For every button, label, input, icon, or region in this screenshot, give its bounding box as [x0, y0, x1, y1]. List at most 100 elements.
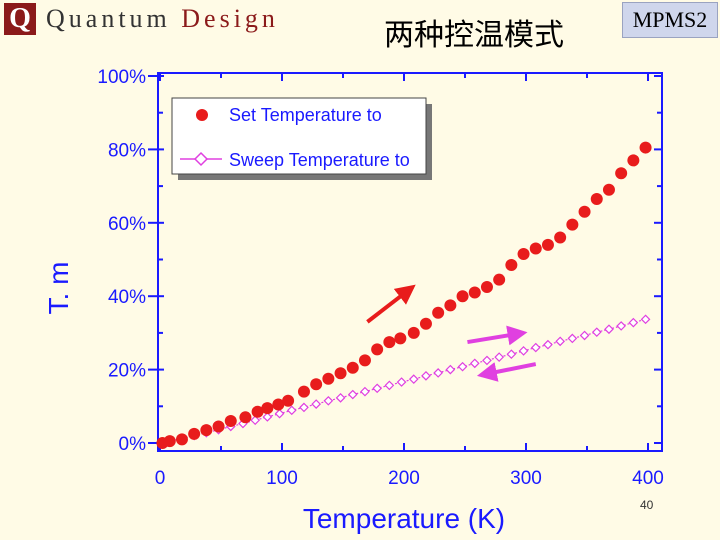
legend: Set Temperature to Sweep Temperature to [171, 97, 432, 180]
sweep-data-point [543, 339, 553, 350]
sweep-data-point [591, 327, 602, 338]
sweep-data-point [396, 377, 407, 387]
set-data-point [419, 317, 432, 330]
logo-word-quantum: Quantum [46, 4, 171, 33]
set-data-point [578, 205, 591, 218]
sweep-data-point [433, 368, 444, 378]
sweep-data-point [445, 364, 456, 375]
quantum-design-logo: Q Quantum Design [0, 0, 338, 38]
sweep-data-point [640, 314, 651, 325]
sweep-data-point [604, 324, 614, 335]
set-data-point [517, 247, 530, 260]
set-data-point [175, 433, 188, 446]
sweep-data-point [323, 395, 334, 406]
sweep-data-point [482, 355, 492, 366]
sweep-data-point [262, 412, 273, 422]
trend-arrow [476, 362, 537, 382]
tick-labels: 0 100 200 300 400 0% 20% 40% 60% 80% 100% [97, 67, 663, 489]
sweep-data-point [628, 317, 639, 328]
sweep-data-point [555, 336, 566, 347]
set-data-point [468, 286, 481, 299]
sweep-data-point [469, 358, 480, 369]
sweep-data-point [530, 342, 541, 353]
set-data-point [407, 326, 420, 339]
trend-arrows [366, 284, 537, 382]
sweep-data-point [286, 405, 297, 416]
set-data-point [505, 259, 518, 272]
set-data-point [200, 424, 213, 437]
y-tick-label: 0% [119, 434, 147, 455]
sweep-data-point [518, 346, 529, 356]
set-data-point [639, 141, 652, 154]
y-tick-label: 40% [108, 287, 146, 308]
set-data-point [529, 242, 542, 255]
set-data-point [615, 167, 628, 180]
set-data-point [371, 343, 384, 356]
sweep-data-point [494, 352, 505, 362]
set-data-point [590, 192, 603, 205]
legend-label-set: Set Temperature to [229, 105, 382, 125]
sweep-data-point [299, 402, 309, 413]
set-data-point [346, 361, 359, 374]
trend-arrow [366, 284, 416, 324]
set-data-point [627, 154, 640, 167]
set-data-point [322, 372, 335, 385]
page-number: 40 [640, 498, 654, 512]
set-data-point [212, 420, 225, 433]
sweep-data-point [372, 383, 383, 394]
sweep-data-point [250, 415, 261, 426]
set-data-point [554, 231, 567, 244]
set-data-point [251, 405, 264, 418]
x-tick-label: 400 [632, 468, 664, 489]
sweep-data-point [360, 386, 370, 397]
sweep-data-point [311, 399, 322, 409]
sweep-data-point [616, 321, 627, 331]
set-data-point [444, 299, 457, 312]
logo-text: Quantum Design [46, 4, 279, 34]
trend-arrow [467, 325, 528, 346]
slide-title: 两种控温模式 [384, 18, 564, 53]
y-tick-label: 80% [108, 140, 146, 161]
sweep-data-point [506, 349, 517, 360]
set-data-point [602, 183, 615, 196]
sweep-series [157, 314, 651, 448]
set-data-point [334, 367, 347, 380]
set-data-point [541, 238, 554, 251]
logo-word-design: Design [181, 4, 279, 33]
sweep-data-point [579, 330, 590, 341]
x-tick-label: 300 [510, 468, 542, 489]
sweep-data-point [567, 333, 578, 344]
legend-marker-set [196, 109, 208, 121]
sweep-data-point [457, 361, 468, 372]
set-series [156, 141, 652, 449]
y-tick-label: 20% [108, 361, 146, 382]
logo-mark: Q [4, 3, 36, 35]
set-data-point [224, 414, 237, 427]
sweep-data-point [384, 380, 395, 391]
x-tick-label: 100 [266, 468, 298, 489]
set-data-point [239, 411, 252, 424]
set-data-point [358, 354, 371, 367]
set-data-point [456, 290, 469, 303]
set-data-point [310, 378, 323, 391]
y-tick-label: 100% [97, 67, 146, 88]
set-data-point [163, 435, 176, 448]
x-tick-label: 200 [388, 468, 420, 489]
x-tick-label: 0 [155, 468, 166, 489]
legend-marker-sweep [193, 151, 209, 167]
set-data-point [261, 402, 274, 415]
legend-box [171, 97, 427, 175]
set-data-point [493, 273, 506, 286]
y-tick-label: 60% [108, 214, 146, 235]
x-axis-title: Temperature (K) [303, 503, 505, 534]
set-data-point [432, 306, 445, 319]
sweep-data-point [408, 374, 419, 384]
model-badge: MPMS2 [622, 2, 718, 38]
legend-label-sweep: Sweep Temperature to [229, 150, 410, 170]
y-axis-title: T. m [43, 262, 74, 315]
sweep-data-point [421, 370, 431, 381]
set-data-point [282, 394, 295, 407]
set-data-point [480, 281, 493, 294]
set-data-point [272, 398, 285, 411]
